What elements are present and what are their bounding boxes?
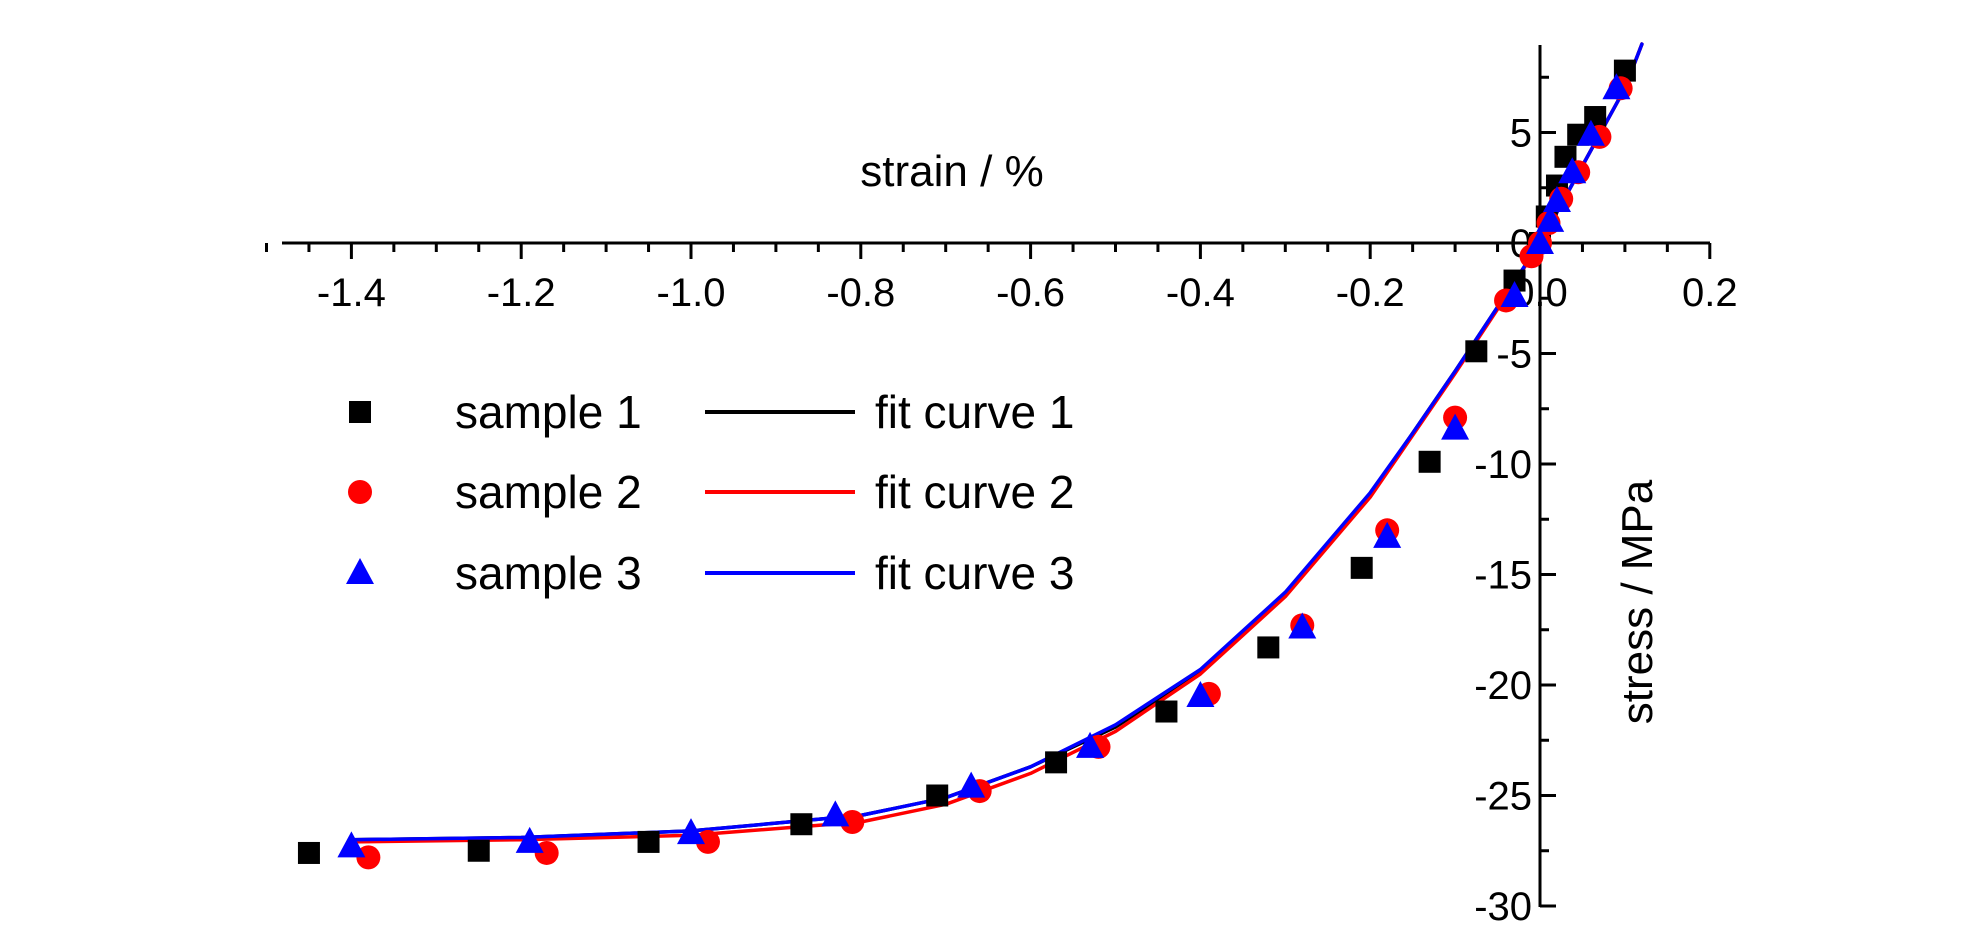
sample-3-point	[1526, 228, 1554, 254]
sample-markers	[297, 59, 1636, 870]
sample-3-point	[1288, 612, 1317, 639]
sample-2-point	[840, 810, 865, 835]
sample-3-point	[1602, 73, 1631, 100]
sample-3-point	[1500, 281, 1529, 308]
legend-fit-curve-3-label: fit curve 3	[875, 547, 1074, 599]
y-axis-title: stress / MPa	[1613, 479, 1662, 724]
legend-sample-1-label: sample 1	[455, 386, 642, 438]
x-tick-label: -0.2	[1336, 271, 1405, 315]
sample-3-point	[1542, 186, 1571, 213]
sample-3-point	[1558, 157, 1587, 184]
sample-1-point	[1584, 106, 1607, 129]
sample-2-point	[356, 845, 381, 870]
sample-1-point	[790, 813, 813, 836]
y-tick-label: -15	[1474, 554, 1532, 598]
sample-3-point	[821, 800, 850, 827]
x-tick-label: -0.6	[996, 271, 1065, 315]
y-tick-label: 5	[1510, 112, 1532, 156]
sample-1-point	[1465, 340, 1488, 363]
sample-1-point	[637, 830, 660, 853]
sample-3-point	[1186, 681, 1215, 708]
sample-3-point	[1373, 521, 1402, 548]
x-tick-label: -1.0	[657, 271, 726, 315]
sample-1-point	[1045, 751, 1068, 774]
sample-3-point	[1441, 413, 1470, 440]
y-axis-ticks: -30-25-20-15-10-505	[1474, 75, 1556, 929]
legend: sample 1 sample 2 sample 3 fit curve 1 fit c…	[346, 386, 1074, 599]
sample-3-point	[515, 826, 544, 853]
sample-3-point	[957, 771, 986, 798]
legend-sample-1-marker	[349, 401, 371, 423]
x-tick-label: -0.8	[826, 271, 895, 315]
sample-3-point	[1536, 205, 1565, 232]
y-tick-label: -10	[1474, 443, 1532, 487]
sample-2-point	[695, 829, 720, 854]
sample-1-point	[1613, 59, 1636, 82]
y-tick-label: -25	[1474, 775, 1532, 819]
x-tick-label: -1.4	[317, 271, 386, 315]
y-tick-label: -5	[1496, 333, 1532, 377]
y-tick-label: -30	[1474, 885, 1532, 929]
y-tick-label: -20	[1474, 664, 1532, 708]
x-tick-label: -1.2	[487, 271, 556, 315]
legend-sample-3-label: sample 3	[455, 547, 642, 599]
sample-1-point	[1418, 450, 1441, 473]
legend-sample-2-label: sample 2	[455, 466, 642, 518]
sample-1-point	[1503, 269, 1526, 292]
x-axis-ticks: -1.4 -1.2 -1.0 -0.8 -0.6 -0.4 -0.2 0.0 0.2	[265, 243, 1738, 315]
sample-1-point	[1257, 636, 1280, 659]
legend-sample-2-marker	[348, 480, 372, 504]
sample-1-point	[297, 841, 320, 864]
sample-1-point	[1350, 556, 1373, 579]
x-tick-label: -0.4	[1166, 271, 1235, 315]
sample-1-point	[1155, 700, 1178, 723]
sample-2-point	[534, 840, 559, 865]
sample-3-point	[337, 831, 366, 858]
sample-1-point	[467, 839, 490, 862]
x-tick-label: 0.2	[1682, 271, 1738, 315]
legend-sample-3-marker	[346, 558, 374, 584]
legend-fit-curve-2-label: fit curve 2	[875, 466, 1074, 518]
sample-1-point	[926, 784, 949, 807]
sample-3-point	[677, 818, 705, 845]
x-axis-title: strain / %	[860, 147, 1043, 196]
sample-3-point	[1576, 119, 1605, 146]
sample-3-point	[1076, 731, 1105, 758]
axes: -1.4 -1.2 -1.0 -0.8 -0.6 -0.4 -0.2 0.0 0.2 -30-2…	[265, 45, 1738, 929]
legend-fit-curve-1-label: fit curve 1	[875, 386, 1074, 438]
